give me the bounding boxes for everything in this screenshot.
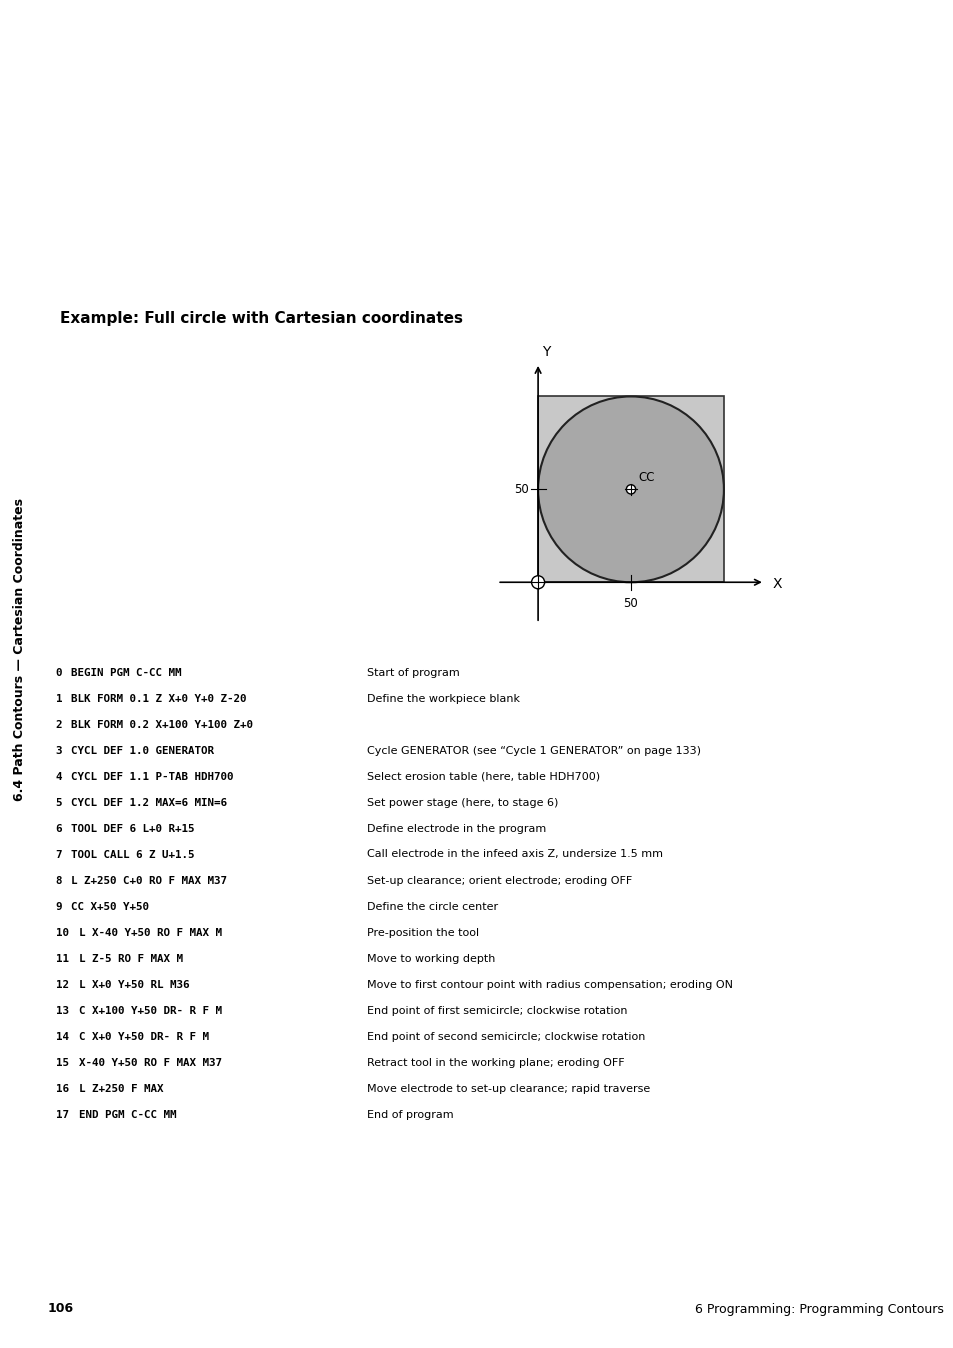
Text: X: X <box>771 577 781 592</box>
Text: 7: 7 <box>55 849 62 860</box>
Text: 12: 12 <box>55 980 69 989</box>
Text: 8: 8 <box>55 875 62 886</box>
Text: Set power stage (here, to stage 6): Set power stage (here, to stage 6) <box>367 798 558 807</box>
Text: 6: 6 <box>55 824 62 833</box>
Text: CC: CC <box>638 470 655 484</box>
Text: Call electrode in the infeed axis Z, undersize 1.5 mm: Call electrode in the infeed axis Z, und… <box>367 849 662 860</box>
Text: 50: 50 <box>623 597 638 611</box>
Bar <box>537 396 723 582</box>
Text: 6.4 Path Contours — Cartesian Coordinates: 6.4 Path Contours — Cartesian Coordinate… <box>13 499 27 802</box>
Text: Start of program: Start of program <box>367 667 459 678</box>
Text: Define the workpiece blank: Define the workpiece blank <box>367 693 519 704</box>
Text: Example: Full circle with Cartesian coordinates: Example: Full circle with Cartesian coor… <box>60 311 462 326</box>
Text: L Z-5 RO F MAX M: L Z-5 RO F MAX M <box>79 953 183 964</box>
Text: 2: 2 <box>55 720 62 729</box>
Text: L X+0 Y+50 RL M36: L X+0 Y+50 RL M36 <box>79 980 190 989</box>
Text: 50: 50 <box>514 483 528 496</box>
Text: C X+0 Y+50 DR- R F M: C X+0 Y+50 DR- R F M <box>79 1031 209 1042</box>
Text: 10: 10 <box>55 927 69 937</box>
Text: X-40 Y+50 RO F MAX M37: X-40 Y+50 RO F MAX M37 <box>79 1057 222 1068</box>
Text: 17: 17 <box>55 1109 69 1119</box>
Text: Pre-position the tool: Pre-position the tool <box>367 927 478 937</box>
Text: L X-40 Y+50 RO F MAX M: L X-40 Y+50 RO F MAX M <box>79 927 222 937</box>
Text: Select erosion table (here, table HDH700): Select erosion table (here, table HDH700… <box>367 771 599 782</box>
Circle shape <box>531 576 544 589</box>
Text: CYCL DEF 1.1 P-TAB HDH700: CYCL DEF 1.1 P-TAB HDH700 <box>71 771 233 782</box>
Text: TOOL DEF 6 L+0 R+15: TOOL DEF 6 L+0 R+15 <box>71 824 194 833</box>
Text: 0: 0 <box>55 667 62 678</box>
Text: 4: 4 <box>55 771 62 782</box>
Text: Set-up clearance; orient electrode; eroding OFF: Set-up clearance; orient electrode; erod… <box>367 875 632 886</box>
Text: TOOL CALL 6 Z U+1.5: TOOL CALL 6 Z U+1.5 <box>71 849 194 860</box>
Text: L Z+250 F MAX: L Z+250 F MAX <box>79 1084 163 1093</box>
Text: 14: 14 <box>55 1031 69 1042</box>
Text: Move to working depth: Move to working depth <box>367 953 495 964</box>
Text: Move electrode to set-up clearance; rapid traverse: Move electrode to set-up clearance; rapi… <box>367 1084 650 1093</box>
Text: 13: 13 <box>55 1006 69 1015</box>
Text: End point of first semicircle; clockwise rotation: End point of first semicircle; clockwise… <box>367 1006 627 1015</box>
Text: L Z+250 C+0 RO F MAX M37: L Z+250 C+0 RO F MAX M37 <box>71 875 227 886</box>
Text: CYCL DEF 1.2 MAX=6 MIN=6: CYCL DEF 1.2 MAX=6 MIN=6 <box>71 798 227 807</box>
Text: BEGIN PGM C-CC MM: BEGIN PGM C-CC MM <box>71 667 182 678</box>
Text: C X+100 Y+50 DR- R F M: C X+100 Y+50 DR- R F M <box>79 1006 222 1015</box>
Text: CC X+50 Y+50: CC X+50 Y+50 <box>71 902 149 911</box>
Text: Define the circle center: Define the circle center <box>367 902 497 911</box>
Text: 1: 1 <box>55 693 62 704</box>
Text: 16: 16 <box>55 1084 69 1093</box>
Text: 15: 15 <box>55 1057 69 1068</box>
Text: 5: 5 <box>55 798 62 807</box>
Text: Y: Y <box>541 345 550 360</box>
Text: 6 Programming: Programming Contours: 6 Programming: Programming Contours <box>695 1302 943 1316</box>
Text: 9: 9 <box>55 902 62 911</box>
Text: 3: 3 <box>55 745 62 755</box>
Text: BLK FORM 0.1 Z X+0 Y+0 Z-20: BLK FORM 0.1 Z X+0 Y+0 Z-20 <box>71 693 247 704</box>
Text: BLK FORM 0.2 X+100 Y+100 Z+0: BLK FORM 0.2 X+100 Y+100 Z+0 <box>71 720 253 729</box>
Circle shape <box>626 485 635 493</box>
Text: 106: 106 <box>48 1302 74 1316</box>
Text: 11: 11 <box>55 953 69 964</box>
Circle shape <box>537 396 723 582</box>
Text: End of program: End of program <box>367 1109 454 1119</box>
Text: End point of second semicircle; clockwise rotation: End point of second semicircle; clockwis… <box>367 1031 645 1042</box>
Text: Retract tool in the working plane; eroding OFF: Retract tool in the working plane; erodi… <box>367 1057 624 1068</box>
Text: Move to first contour point with radius compensation; eroding ON: Move to first contour point with radius … <box>367 980 732 989</box>
Text: Define electrode in the program: Define electrode in the program <box>367 824 546 833</box>
Text: CYCL DEF 1.0 GENERATOR: CYCL DEF 1.0 GENERATOR <box>71 745 214 755</box>
Text: Cycle GENERATOR (see “Cycle 1 GENERATOR” on page 133): Cycle GENERATOR (see “Cycle 1 GENERATOR”… <box>367 745 700 755</box>
Text: END PGM C-CC MM: END PGM C-CC MM <box>79 1109 176 1119</box>
